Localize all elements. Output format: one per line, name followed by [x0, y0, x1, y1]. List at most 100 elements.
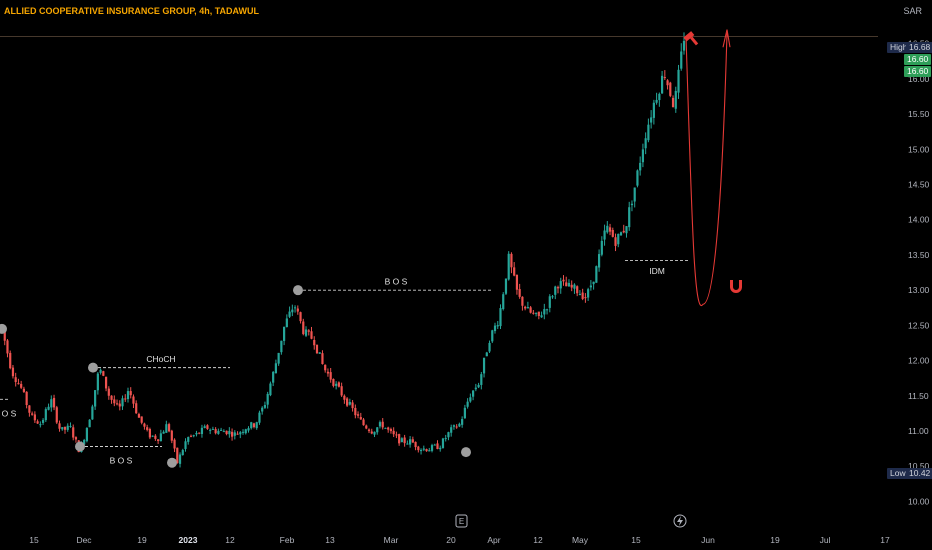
- candle-body: [472, 390, 475, 397]
- candle-body: [140, 416, 143, 423]
- candle: [198, 432, 201, 435]
- candle: [17, 378, 20, 385]
- candle-body: [14, 377, 17, 383]
- candle: [233, 430, 236, 440]
- candle-body: [11, 367, 15, 377]
- candle-body: [132, 396, 135, 404]
- price-tick-label: 12.50: [908, 320, 930, 330]
- candle: [493, 322, 497, 334]
- candle: [189, 434, 193, 438]
- candle-body: [269, 383, 272, 396]
- candle-body: [157, 439, 160, 442]
- candle: [362, 417, 365, 426]
- structure-label: B O S: [385, 277, 408, 287]
- candle: [617, 233, 620, 248]
- candle-body: [359, 417, 362, 420]
- candle: [581, 288, 584, 301]
- candle: [310, 326, 313, 340]
- candle-body: [515, 274, 519, 290]
- time-tick-label: Feb: [280, 535, 295, 545]
- candle: [214, 427, 217, 435]
- candle: [647, 118, 650, 143]
- candle: [488, 340, 491, 354]
- price-axis[interactable]: 10.00 10.50 11.00 11.50 12.00 12.50 13.00 13.50…: [908, 39, 930, 507]
- candle: [458, 422, 461, 428]
- time-axis[interactable]: 15 Dec 19 2023 12 Feb 13 Mar 20 Apr 12 May 15 Jun 19 Ju…: [29, 514, 890, 545]
- candle-body: [474, 387, 477, 390]
- candle: [559, 277, 562, 294]
- candle: [58, 420, 61, 432]
- time-tick-label: 12: [533, 535, 543, 545]
- candle: [551, 295, 554, 299]
- candle-body: [143, 423, 146, 427]
- candle: [597, 249, 601, 272]
- candle-body: [532, 312, 535, 314]
- candle: [666, 79, 669, 90]
- candle-body: [244, 429, 247, 434]
- candle: [6, 339, 9, 358]
- candle-body: [50, 399, 53, 408]
- candle: [99, 368, 102, 375]
- candle: [28, 405, 31, 417]
- candle-body: [176, 447, 179, 463]
- candle-body: [441, 438, 445, 448]
- candle: [430, 443, 434, 453]
- candle-body: [200, 427, 204, 434]
- candle-body: [513, 267, 516, 276]
- candle: [510, 252, 513, 274]
- candle-body: [447, 432, 450, 438]
- candle-body: [521, 296, 524, 306]
- candle-body: [510, 253, 513, 268]
- candle: [565, 276, 568, 287]
- candle: [118, 400, 121, 411]
- candle-body: [63, 426, 67, 430]
- low-label: Low: [887, 468, 909, 479]
- candle-body: [419, 449, 423, 452]
- candle-body: [362, 419, 365, 426]
- candle-body: [466, 401, 469, 407]
- candle-body: [252, 423, 256, 428]
- candle-body: [469, 397, 472, 402]
- candle: [47, 403, 50, 411]
- price-tick-label: 13.50: [908, 250, 930, 260]
- candle-body: [181, 450, 184, 456]
- candle-body: [162, 431, 165, 434]
- candle: [304, 326, 308, 338]
- candle-body: [641, 149, 645, 163]
- candle-body: [611, 229, 614, 237]
- candle: [524, 305, 527, 311]
- candle-body: [354, 407, 357, 416]
- candle: [545, 308, 549, 315]
- candle: [548, 294, 551, 313]
- candle: [365, 424, 368, 430]
- candle-body: [66, 425, 69, 430]
- candle: [261, 406, 264, 415]
- candle: [220, 427, 223, 432]
- price-tick-label: 13.00: [908, 285, 930, 295]
- projection-curve: [685, 33, 728, 307]
- candle-body: [628, 207, 631, 228]
- candle-body: [600, 240, 603, 255]
- candle: [113, 395, 116, 407]
- candle: [606, 221, 609, 234]
- candle-body: [124, 398, 127, 400]
- candle-body: [378, 422, 382, 427]
- candle-body: [94, 390, 97, 407]
- candle: [228, 427, 231, 438]
- candle-body: [222, 431, 225, 433]
- candle: [482, 357, 486, 378]
- candle-body: [154, 435, 157, 439]
- candle: [258, 410, 261, 425]
- candle-body: [565, 282, 568, 287]
- candle-body: [677, 69, 680, 93]
- candle-body: [91, 406, 94, 420]
- candle: [291, 304, 294, 317]
- candle-body: [173, 439, 176, 449]
- candle: [326, 368, 330, 377]
- candle-body: [603, 230, 606, 240]
- candle-body: [58, 423, 61, 429]
- candle: [441, 437, 445, 449]
- candle-body: [400, 438, 403, 443]
- candle-body: [236, 433, 239, 435]
